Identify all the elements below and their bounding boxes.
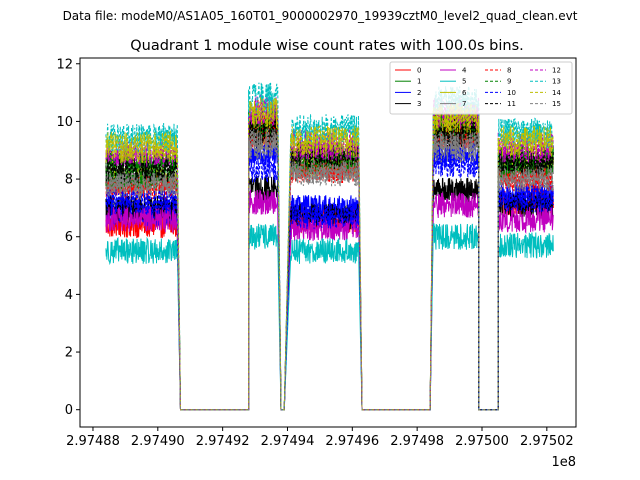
x-tick-label: 2.97500 xyxy=(455,434,509,449)
suptitle: Data file: modeM0/AS1A05_160T01_90000029… xyxy=(63,9,578,23)
legend-label: 5 xyxy=(462,78,466,86)
legend-label: 15 xyxy=(552,100,561,108)
x-axis: 2.97488 2.97490 2.97492 2.97494 2.97496 2.974… xyxy=(66,427,574,449)
legend-label: 2 xyxy=(417,89,421,97)
x-tick-label: 2.97488 xyxy=(66,434,120,449)
y-tick-label: 2 xyxy=(65,346,73,361)
x-tick-label: 2.97490 xyxy=(131,434,185,449)
legend-label: 3 xyxy=(417,100,421,108)
legend-label: 6 xyxy=(462,89,467,97)
legend-label: 14 xyxy=(552,89,561,97)
x-tick-label: 2.97502 xyxy=(520,434,574,449)
series-line-15 xyxy=(105,128,554,411)
legend-label: 9 xyxy=(507,78,511,86)
x-tick-label: 2.97494 xyxy=(261,434,315,449)
x-tick-label: 2.97498 xyxy=(390,434,444,449)
legend-box xyxy=(389,61,573,115)
legend-label: 10 xyxy=(507,89,516,97)
legend-label: 4 xyxy=(462,67,467,75)
legend-label: 1 xyxy=(417,78,421,86)
legend-label: 7 xyxy=(462,100,466,108)
plot-frame xyxy=(79,57,577,428)
x-offset-label: 1e8 xyxy=(551,455,576,470)
series-lines xyxy=(105,82,554,411)
y-tick-label: 6 xyxy=(65,230,73,245)
legend-label: 12 xyxy=(552,67,561,75)
legend-label: 0 xyxy=(417,67,421,75)
series-line-14 xyxy=(105,97,554,411)
legend-label: 13 xyxy=(552,78,561,86)
y-tick-label: 0 xyxy=(65,403,73,418)
series-line-5 xyxy=(105,223,554,411)
y-tick-label: 10 xyxy=(56,115,73,130)
y-tick-label: 8 xyxy=(65,173,73,188)
y-tick-label: 12 xyxy=(56,57,73,72)
y-tick-label: 4 xyxy=(65,288,73,303)
chart-title: Quadrant 1 module wise count rates with … xyxy=(130,38,524,54)
legend-label: 11 xyxy=(507,100,516,108)
x-tick-label: 2.97496 xyxy=(325,434,379,449)
x-tick-label: 2.97492 xyxy=(196,434,250,449)
legend-label: 8 xyxy=(507,67,511,75)
y-axis: 0 2 4 6 8 10 12 xyxy=(56,57,80,418)
